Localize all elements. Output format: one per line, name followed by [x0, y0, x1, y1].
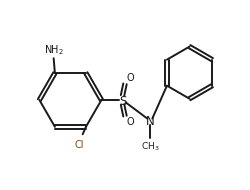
Text: O: O [126, 117, 134, 127]
Text: S: S [119, 95, 126, 108]
Text: O: O [126, 73, 134, 83]
Text: NH$_2$: NH$_2$ [44, 43, 64, 57]
Text: CH$_3$: CH$_3$ [140, 141, 159, 153]
Text: N: N [146, 115, 154, 127]
Text: Cl: Cl [75, 140, 85, 150]
